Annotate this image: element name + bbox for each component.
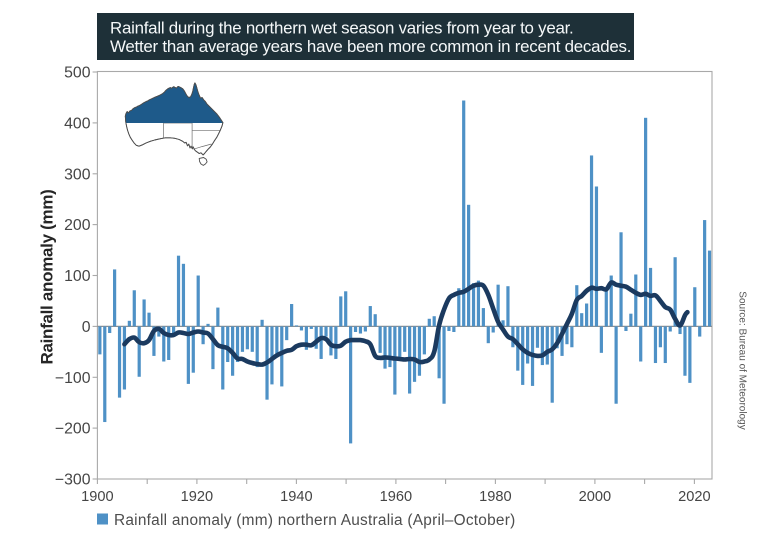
svg-text:200: 200: [64, 217, 91, 234]
svg-text:1900: 1900: [81, 489, 113, 505]
svg-text:400: 400: [64, 115, 91, 132]
svg-text:0: 0: [82, 319, 91, 336]
svg-text:Wetter than average years have: Wetter than average years have been more…: [110, 37, 631, 56]
svg-text:Rainfall anomaly (mm): Rainfall anomaly (mm): [38, 189, 57, 364]
svg-text:1980: 1980: [479, 489, 511, 505]
svg-text:−200: −200: [55, 421, 91, 438]
svg-text:300: 300: [64, 166, 91, 183]
svg-text:Rainfall anomaly (mm) northern: Rainfall anomaly (mm) northern Australia…: [114, 512, 515, 529]
svg-text:100: 100: [64, 268, 91, 285]
svg-text:2000: 2000: [579, 489, 611, 505]
svg-text:Source: Bureau of Meteorology: Source: Bureau of Meteorology: [737, 291, 748, 429]
svg-text:Rainfall during the northern w: Rainfall during the northern wet season …: [110, 19, 574, 38]
svg-text:1960: 1960: [380, 489, 412, 505]
svg-text:1920: 1920: [181, 489, 213, 505]
svg-text:2020: 2020: [678, 489, 710, 505]
svg-text:1940: 1940: [280, 489, 312, 505]
svg-text:−100: −100: [55, 370, 91, 387]
svg-text:500: 500: [64, 65, 91, 82]
svg-text:−300: −300: [55, 472, 91, 489]
